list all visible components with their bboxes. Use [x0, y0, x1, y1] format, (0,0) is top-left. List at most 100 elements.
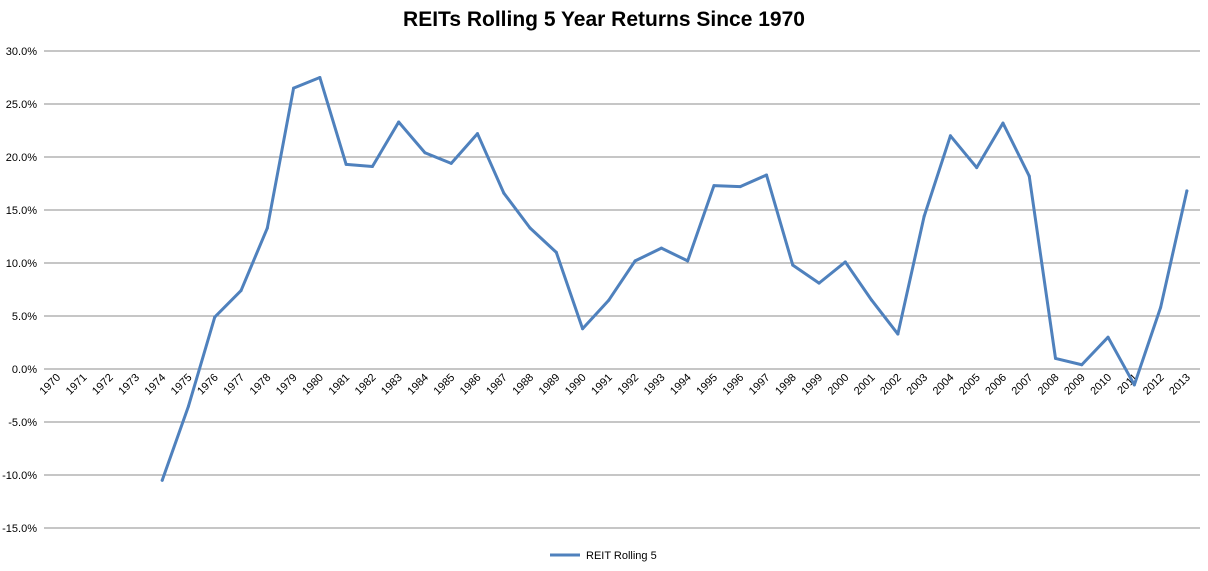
data-point	[791, 263, 795, 267]
x-tick-label: 1989	[537, 372, 563, 398]
data-point	[975, 166, 979, 170]
y-axis-tick-labels: 30.0% 25.0% 20.0% 15.0% 10.0% 5.0% 0.0% -5.0% -1…	[2, 46, 37, 535]
legend: REIT Rolling 5	[550, 550, 657, 562]
x-tick-label: 1996	[721, 372, 747, 398]
data-point	[370, 165, 374, 169]
x-tick-label: 1990	[563, 372, 589, 398]
data-point	[659, 246, 663, 250]
data-point	[1001, 121, 1005, 125]
data-point	[738, 185, 742, 189]
data-point	[423, 151, 427, 155]
x-tick-label: 1993	[642, 372, 668, 398]
data-point	[1132, 383, 1136, 387]
series-line-reit-rolling-5	[160, 76, 1189, 482]
gridlines	[44, 50, 1200, 529]
data-point	[1080, 363, 1084, 367]
x-tick-label: 1982	[353, 372, 379, 398]
data-point	[922, 214, 926, 218]
data-point	[870, 298, 874, 302]
x-tick-label: 1973	[116, 372, 142, 398]
data-point	[476, 132, 479, 136]
data-point	[817, 281, 821, 285]
x-tick-label: 2012	[1141, 372, 1167, 398]
data-point	[1106, 335, 1110, 339]
data-point	[948, 134, 952, 138]
data-point	[633, 259, 637, 263]
x-tick-label: 1985	[432, 372, 458, 398]
x-tick-label: 1986	[458, 372, 484, 398]
data-point	[160, 478, 164, 482]
x-tick-label: 1977	[221, 372, 247, 398]
data-point	[397, 120, 401, 124]
data-point	[581, 327, 585, 331]
x-tick-label: 2002	[878, 372, 904, 398]
x-tick-label: 1999	[799, 372, 825, 398]
data-point	[502, 191, 506, 195]
data-point	[528, 226, 532, 230]
data-point	[607, 298, 611, 302]
x-tick-label: 1981	[326, 372, 352, 398]
y-tick-label: 0.0%	[12, 364, 37, 376]
x-tick-label: 2004	[931, 372, 957, 398]
x-tick-label: 2013	[1167, 372, 1193, 398]
x-tick-label: 1971	[64, 372, 90, 398]
data-point	[843, 260, 847, 264]
data-point	[1159, 306, 1163, 310]
data-point	[318, 76, 322, 79]
x-tick-label: 1997	[747, 372, 773, 398]
data-point	[239, 289, 243, 293]
x-tick-label: 1983	[379, 372, 405, 398]
x-tick-label: 1998	[773, 372, 799, 398]
y-tick-label: -5.0%	[8, 417, 37, 429]
y-tick-label: 15.0%	[6, 205, 37, 217]
data-point	[686, 259, 690, 263]
x-tick-label: 2000	[826, 372, 852, 398]
data-point	[187, 404, 190, 408]
x-tick-label: 1992	[615, 372, 641, 398]
x-tick-label: 1978	[248, 372, 274, 398]
x-tick-label: 1980	[300, 372, 326, 398]
y-tick-label: 30.0%	[6, 46, 37, 58]
data-point	[1054, 356, 1057, 360]
data-point	[1027, 174, 1031, 178]
x-tick-label: 1984	[405, 372, 431, 398]
x-axis-tick-labels: 1970 1971 1972 1973 1974 1975 1976 1977 1978 1979…	[37, 372, 1193, 398]
x-tick-label: 1972	[90, 372, 116, 398]
x-tick-label: 1970	[37, 372, 63, 398]
x-tick-label: 2003	[904, 372, 930, 398]
y-tick-label: -15.0%	[2, 523, 37, 535]
y-tick-label: 10.0%	[6, 258, 37, 270]
data-point	[1185, 189, 1189, 193]
x-tick-label: 2007	[1010, 372, 1036, 398]
x-tick-label: 2001	[852, 372, 878, 398]
data-point	[265, 226, 269, 230]
data-point	[554, 250, 558, 254]
x-tick-label: 1988	[510, 372, 536, 398]
y-tick-label: -10.0%	[2, 470, 37, 482]
series-layer	[160, 76, 1189, 482]
x-tick-label: 2010	[1088, 372, 1114, 398]
y-tick-label: 25.0%	[6, 99, 37, 111]
x-tick-label: 1987	[484, 372, 510, 398]
legend-label-reit-rolling-5: REIT Rolling 5	[586, 550, 657, 562]
data-point	[765, 173, 768, 177]
x-tick-label: 1994	[668, 372, 694, 398]
x-tick-label: 2008	[1036, 372, 1062, 398]
x-tick-label: 1991	[589, 372, 615, 398]
x-tick-label: 1979	[274, 372, 300, 398]
chart-title: REITs Rolling 5 Year Returns Since 1970	[403, 8, 805, 31]
data-point	[896, 332, 900, 336]
x-tick-label: 2009	[1062, 372, 1088, 398]
x-tick-label: 1974	[143, 372, 169, 398]
y-tick-label: 20.0%	[6, 152, 37, 164]
y-tick-label: 5.0%	[12, 311, 37, 323]
x-tick-label: 2006	[983, 372, 1009, 398]
data-point	[292, 86, 296, 90]
data-point	[712, 184, 716, 188]
data-point	[449, 161, 453, 165]
data-point	[213, 315, 217, 319]
data-point	[344, 162, 348, 166]
x-tick-label: 1995	[694, 372, 720, 398]
x-tick-label: 2005	[957, 372, 983, 398]
